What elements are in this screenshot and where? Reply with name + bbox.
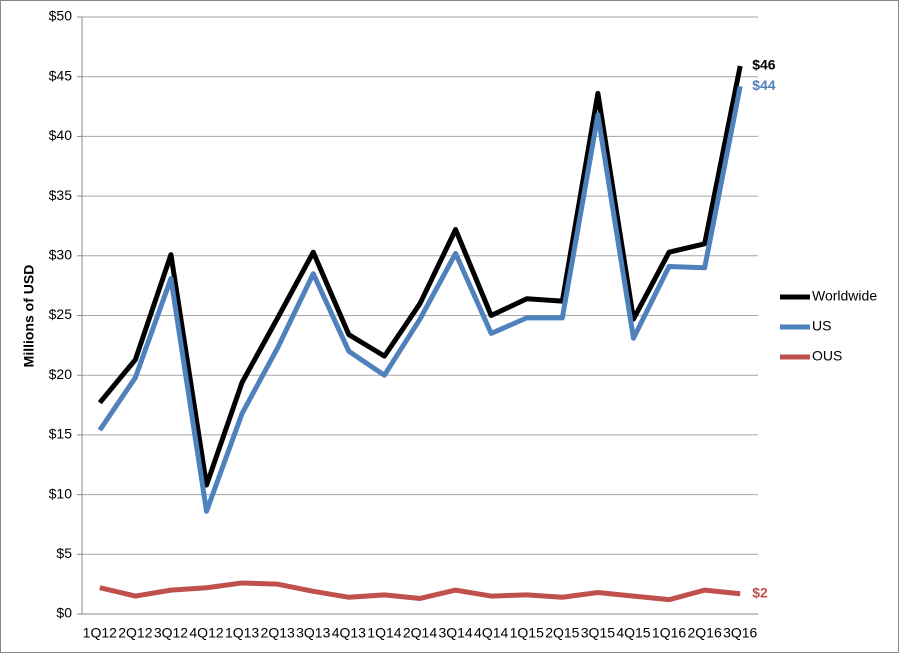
x-tick-label: 1Q15 — [510, 625, 544, 641]
x-tick-label: 3Q13 — [296, 625, 330, 641]
y-tick-label: $25 — [49, 306, 73, 322]
y-tick-label: $20 — [49, 366, 73, 382]
value-label: $46 — [752, 57, 776, 73]
y-tick-label: $40 — [49, 127, 73, 143]
y-tick-label: $15 — [49, 426, 73, 442]
y-tick-label: $35 — [49, 187, 73, 203]
x-tick-label: 1Q14 — [367, 625, 401, 641]
x-tick-label: 4Q13 — [332, 625, 366, 641]
value-label: $44 — [752, 77, 776, 93]
y-tick-label: $30 — [49, 247, 73, 263]
x-tick-label: 2Q14 — [403, 625, 437, 641]
x-tick-label: 4Q12 — [189, 625, 223, 641]
series-line — [97, 85, 743, 514]
series-line — [99, 580, 741, 603]
x-tick-label: 3Q14 — [438, 625, 472, 641]
legend-label: Worldwide — [812, 288, 877, 304]
legend-label: US — [812, 318, 831, 334]
x-tick-label: 3Q16 — [723, 625, 757, 641]
legend-label: OUS — [812, 348, 842, 364]
y-tick-label: $45 — [49, 67, 73, 83]
y-tick-label: $0 — [56, 605, 72, 621]
y-tick-label: $50 — [49, 8, 73, 24]
x-tick-label: 1Q12 — [83, 625, 117, 641]
x-tick-label: 2Q16 — [688, 625, 722, 641]
x-tick-label: 1Q16 — [652, 625, 686, 641]
x-tick-label: 4Q14 — [474, 625, 508, 641]
x-tick-label: 1Q13 — [225, 625, 259, 641]
y-tick-label: $5 — [56, 545, 72, 561]
x-tick-label: 3Q12 — [154, 625, 188, 641]
x-tick-label: 2Q13 — [261, 625, 295, 641]
series-line — [97, 65, 743, 488]
y-tick-label: $10 — [49, 485, 73, 501]
x-tick-label: 4Q15 — [616, 625, 650, 641]
x-tick-label: 2Q12 — [118, 625, 152, 641]
y-axis-label: Millions of USD — [21, 265, 37, 368]
x-tick-label: 2Q15 — [545, 625, 579, 641]
value-label: $2 — [752, 584, 768, 600]
x-tick-label: 3Q15 — [581, 625, 615, 641]
